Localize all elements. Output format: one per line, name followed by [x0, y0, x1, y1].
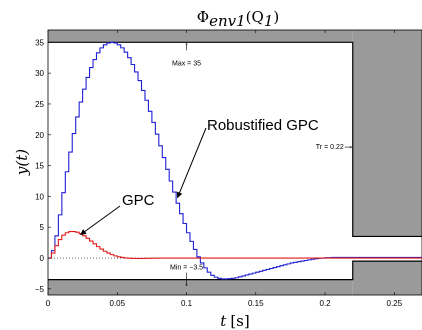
y-tick-label: 15	[35, 162, 44, 171]
x-tick-label: 0.05	[109, 299, 125, 308]
tr-annotation: Tr = 0.22	[316, 144, 344, 151]
x-tick-label: 0.1	[181, 299, 193, 308]
y-tick-label: −5	[35, 285, 45, 294]
constraint-envelope	[48, 30, 422, 295]
y-tick-label: 5	[40, 223, 45, 232]
y-tick-label: 30	[35, 69, 44, 78]
y-axis-label: y(t)	[13, 149, 31, 176]
envelope-upper-boundary	[48, 41, 422, 238]
y-tick-label: 35	[35, 38, 44, 47]
robustified-gpc-arrow	[176, 127, 207, 199]
y-tick-label: 20	[35, 131, 44, 140]
envelope-lower-boundary	[48, 260, 422, 281]
x-tick-label: 0.2	[319, 299, 331, 308]
envelope-lower-region	[48, 279, 353, 295]
x-tick-label: 0.25	[387, 299, 403, 308]
min-annotation: Min = −3.5	[170, 265, 203, 272]
x-axis-label: t [s]	[220, 312, 249, 330]
x-tick-label: 0	[46, 299, 51, 308]
robustified-gpc-label: Robustified GPC	[207, 117, 319, 134]
y-tick-label: 0	[40, 254, 45, 263]
envelope-upper-settle-region	[352, 30, 422, 237]
chart-title: Φenv1(Q1)	[197, 8, 279, 30]
y-tick-label: 10	[35, 192, 44, 201]
envelope-lower-settle-region	[352, 261, 422, 295]
plot-area	[47, 29, 422, 296]
series-line-gpc	[48, 230, 422, 260]
envelope-upper-region	[48, 30, 353, 43]
max-annotation: Max = 35	[172, 60, 201, 67]
x-tick-label: 0.15	[248, 299, 264, 308]
gpc-label: GPC	[122, 192, 155, 209]
y-tick-label: 25	[35, 100, 44, 109]
gpc-arrow	[80, 205, 121, 236]
